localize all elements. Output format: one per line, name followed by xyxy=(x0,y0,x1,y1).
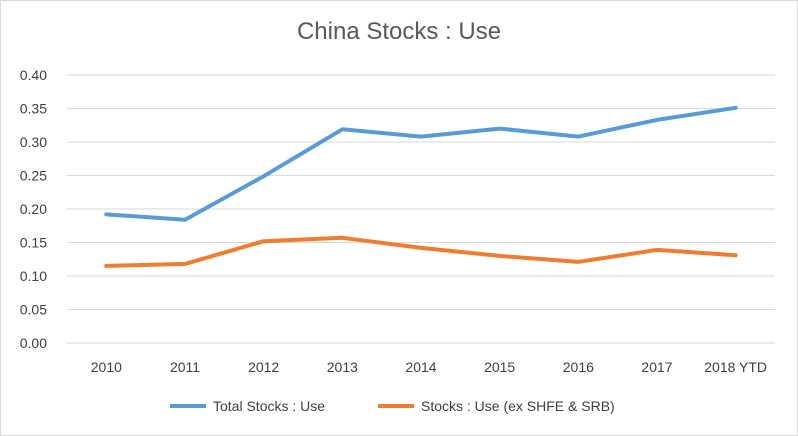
y-tick-label: 0.30 xyxy=(20,134,47,150)
x-axis-labels: 2010 2011 2012 2013 2014 2015 2016 2017 2018 YTD xyxy=(91,359,767,375)
series-lines xyxy=(104,105,738,268)
y-tick-label: 0.15 xyxy=(20,235,47,251)
x-tick-label: 2015 xyxy=(484,359,515,375)
legend-label: Total Stocks : Use xyxy=(213,398,325,414)
legend: Total Stocks : Use Stocks : Use (ex SHFE … xyxy=(170,398,615,414)
x-tick-label: 2014 xyxy=(405,359,436,375)
x-tick-label: 2013 xyxy=(327,359,358,375)
y-tick-label: 0.05 xyxy=(20,302,47,318)
y-tick-label: 0.25 xyxy=(20,168,47,184)
x-tick-label: 2018 YTD xyxy=(704,359,767,375)
x-tick-label: 2011 xyxy=(170,359,200,375)
x-tick-label: 2016 xyxy=(563,359,594,375)
chart-title: China Stocks : Use xyxy=(296,18,502,45)
gridlines xyxy=(67,74,775,344)
legend-label: Stocks : Use (ex SHFE & SRB) xyxy=(421,398,615,414)
y-tick-label: 0.20 xyxy=(20,201,47,217)
y-tick-label: 0.00 xyxy=(20,335,47,351)
y-axis-labels: 0.00 0.05 0.10 0.15 0.20 0.25 0.30 0.35 0.40 xyxy=(20,67,47,351)
series-line-1 xyxy=(104,105,738,222)
y-tick-label: 0.40 xyxy=(20,67,47,83)
x-tick-label: 2010 xyxy=(91,359,122,375)
y-tick-label: 0.35 xyxy=(20,101,47,117)
x-tick-label: 2017 xyxy=(641,359,672,375)
y-tick-label: 0.10 xyxy=(20,268,47,284)
x-tick-label: 2012 xyxy=(248,359,279,375)
